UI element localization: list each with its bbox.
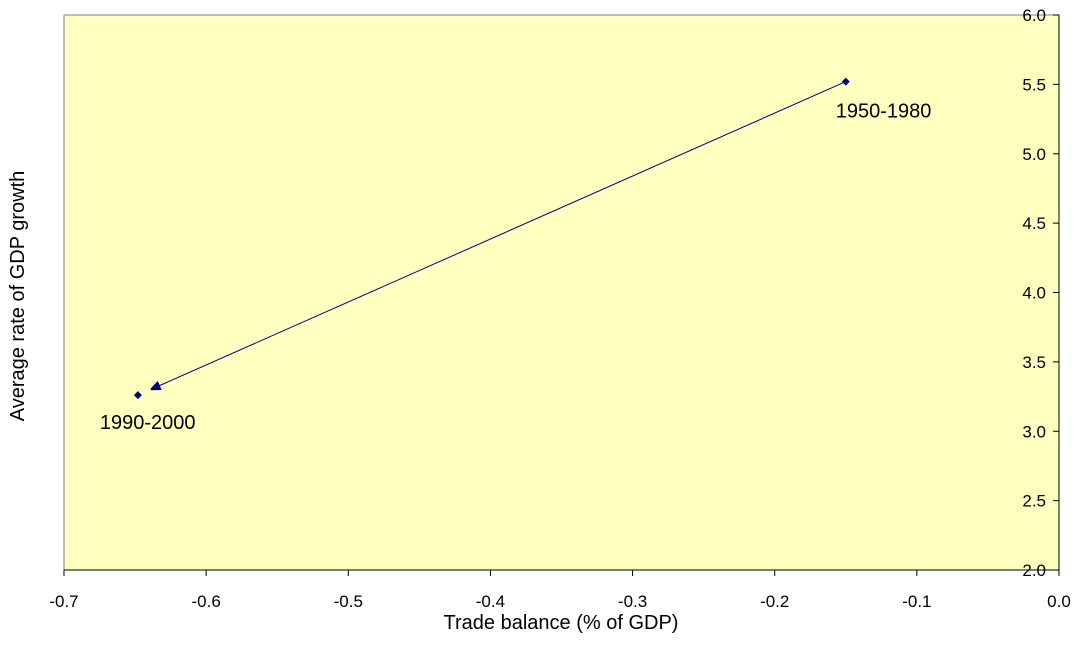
- x-tick-label: 0.0: [1047, 592, 1071, 611]
- y-axis: 2.0 2.5 3.0 3.5 4.0 4.5 5.0 5.5 6.0: [1022, 6, 1060, 580]
- y-tick-label: 3.0: [1022, 422, 1046, 441]
- y-axis-title: Average rate of GDP growth: [7, 171, 29, 422]
- y-tick-label: 4.5: [1022, 214, 1046, 233]
- plot-area: [63, 14, 1060, 571]
- y-tick-label: 4.0: [1022, 284, 1046, 303]
- data-labels: 1950-1980 1990-2000: [100, 101, 932, 435]
- y-tick-label: 2.0: [1022, 561, 1046, 580]
- x-tick-label: -0.6: [191, 592, 220, 611]
- y-tick-label: 5.5: [1022, 75, 1046, 94]
- x-axis-title: Trade balance (% of GDP): [444, 612, 679, 634]
- series-growth-vs-trade: [133, 77, 850, 400]
- x-tick-label: -0.7: [49, 592, 78, 611]
- x-tick-label: -0.4: [476, 592, 505, 611]
- data-point-marker: [133, 391, 142, 400]
- series-connector-arrow: [154, 81, 846, 388]
- y-tick-label: 2.5: [1022, 492, 1046, 511]
- x-tick-label: -0.3: [618, 592, 647, 611]
- x-tick-label: -0.5: [334, 592, 363, 611]
- x-tick-label: -0.2: [760, 592, 789, 611]
- y-tick-label: 6.0: [1022, 6, 1046, 25]
- y-tick-label: 3.5: [1022, 353, 1046, 372]
- data-point-marker: [841, 77, 850, 86]
- x-tick-label: -0.1: [902, 592, 931, 611]
- y-tick-label: 5.0: [1022, 145, 1046, 164]
- x-axis: -0.7 -0.6 -0.5 -0.4 -0.3 -0.2 -0.1 0.0: [49, 569, 1071, 611]
- data-label: 1990-2000: [100, 412, 196, 434]
- data-label: 1950-1980: [836, 101, 932, 123]
